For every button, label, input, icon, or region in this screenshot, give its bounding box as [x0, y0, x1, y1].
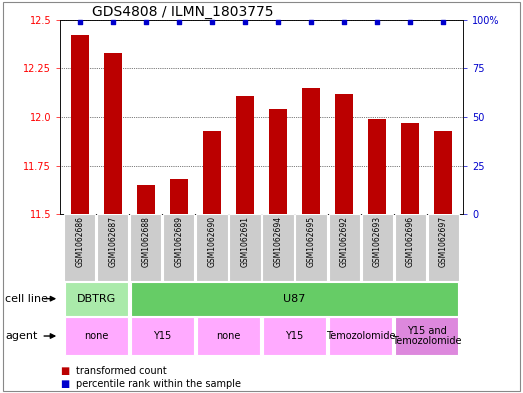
Bar — [368, 119, 386, 214]
Bar — [395, 317, 458, 355]
Text: GSM1062689: GSM1062689 — [175, 216, 184, 267]
Bar — [104, 53, 122, 214]
Text: agent: agent — [5, 331, 38, 341]
Bar — [302, 88, 320, 214]
Bar — [197, 214, 228, 281]
Text: ■: ■ — [60, 365, 70, 376]
Point — [373, 18, 381, 25]
Text: cell line: cell line — [5, 294, 48, 304]
Bar — [434, 130, 452, 214]
Bar — [130, 214, 162, 281]
Text: GSM1062697: GSM1062697 — [439, 216, 448, 267]
Bar — [164, 214, 195, 281]
Text: GSM1062695: GSM1062695 — [306, 216, 315, 267]
Point — [109, 18, 117, 25]
Text: GDS4808 / ILMN_1803775: GDS4808 / ILMN_1803775 — [93, 5, 274, 18]
Bar — [230, 214, 260, 281]
Point — [274, 18, 282, 25]
Text: GSM1062693: GSM1062693 — [372, 216, 382, 267]
Text: GSM1062688: GSM1062688 — [141, 216, 151, 267]
Text: GSM1062694: GSM1062694 — [274, 216, 282, 267]
Text: ■: ■ — [60, 379, 70, 389]
Bar — [131, 317, 194, 355]
Bar — [329, 317, 392, 355]
Bar — [269, 109, 287, 214]
Bar — [170, 179, 188, 214]
Bar — [427, 214, 459, 281]
Bar — [65, 317, 128, 355]
Bar — [71, 35, 89, 214]
Bar — [361, 214, 393, 281]
Bar — [131, 282, 458, 316]
Point — [307, 18, 315, 25]
Point — [241, 18, 249, 25]
Text: transformed count: transformed count — [76, 365, 167, 376]
Text: GSM1062696: GSM1062696 — [405, 216, 415, 267]
Bar — [137, 185, 155, 214]
Text: none: none — [84, 331, 109, 341]
Bar — [65, 282, 128, 316]
Point — [208, 18, 216, 25]
Text: U87: U87 — [283, 294, 306, 304]
Bar — [263, 317, 326, 355]
Bar — [203, 130, 221, 214]
Text: Y15 and
Temozolomide: Y15 and Temozolomide — [392, 326, 461, 346]
Bar — [295, 214, 326, 281]
Point — [439, 18, 447, 25]
Bar — [328, 214, 359, 281]
Text: GSM1062687: GSM1062687 — [108, 216, 118, 267]
Bar — [64, 214, 96, 281]
Text: Y15: Y15 — [153, 331, 172, 341]
Point — [406, 18, 414, 25]
Bar — [197, 317, 260, 355]
Bar — [394, 214, 426, 281]
Point — [76, 18, 84, 25]
Point — [340, 18, 348, 25]
Text: Temozolomide: Temozolomide — [326, 331, 395, 341]
Text: Y15: Y15 — [286, 331, 304, 341]
Text: GSM1062692: GSM1062692 — [339, 216, 348, 267]
Bar — [236, 95, 254, 214]
Text: GSM1062690: GSM1062690 — [208, 216, 217, 267]
Bar — [401, 123, 419, 214]
Text: GSM1062691: GSM1062691 — [241, 216, 249, 267]
Bar — [335, 94, 353, 214]
Bar — [97, 214, 129, 281]
Text: percentile rank within the sample: percentile rank within the sample — [76, 379, 241, 389]
Point — [142, 18, 150, 25]
Text: none: none — [217, 331, 241, 341]
Bar — [263, 214, 293, 281]
Text: GSM1062686: GSM1062686 — [75, 216, 84, 267]
Point — [175, 18, 183, 25]
Text: DBTRG: DBTRG — [77, 294, 116, 304]
